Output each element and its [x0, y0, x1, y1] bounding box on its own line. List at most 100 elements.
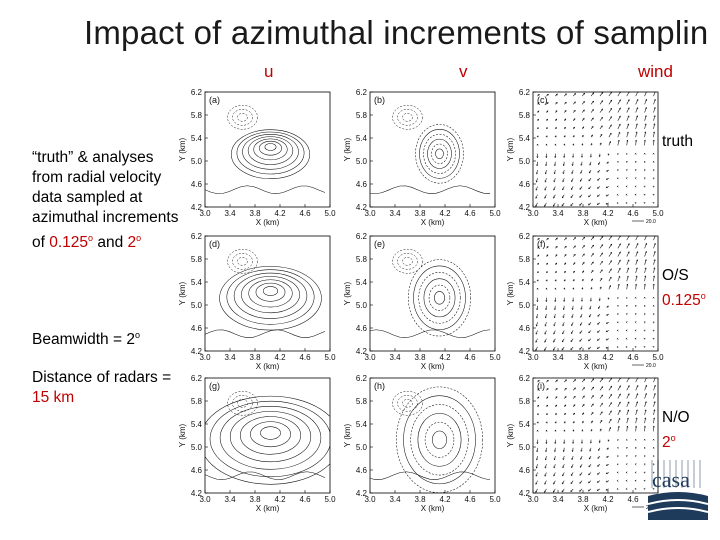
wind-vector-head — [573, 262, 576, 265]
wind-vector — [635, 267, 638, 274]
wind-vector — [608, 252, 613, 257]
wind-vector-head — [643, 313, 646, 316]
wind-vector — [608, 402, 612, 407]
contour-line — [397, 253, 418, 270]
wind-vector — [635, 275, 638, 282]
contour-line — [232, 109, 253, 126]
wind-vector-head — [536, 135, 539, 138]
distance-value: 15 km — [32, 389, 75, 406]
wind-vector-head — [591, 420, 593, 423]
wind-vector — [588, 330, 592, 334]
wind-vector-head — [583, 101, 585, 104]
wind-vector-head — [573, 404, 576, 407]
wind-vector-head — [619, 236, 621, 238]
wind-vector — [571, 313, 574, 318]
wind-vector-head — [591, 278, 593, 281]
wind-vector — [554, 305, 556, 310]
wind-vector-head — [537, 118, 539, 121]
panel-plot-area — [205, 391, 330, 485]
wind-vector-head — [643, 425, 646, 428]
wind-vector-head — [652, 455, 655, 458]
wind-vector-head — [588, 339, 590, 342]
contour-line — [370, 185, 491, 195]
beamwidth-label: Beamwidth = 2 — [32, 331, 135, 349]
wind-vector — [579, 178, 583, 182]
x-tick-label: 3.0 — [527, 209, 539, 218]
wind-vector — [570, 488, 574, 492]
wind-vector — [626, 283, 628, 290]
wind-vector — [644, 99, 647, 105]
wind-vector-head — [536, 164, 539, 167]
wind-vector-head — [652, 346, 655, 349]
wind-vector-head — [625, 439, 628, 441]
wind-vector-head — [535, 332, 538, 335]
wind-vector — [544, 464, 547, 469]
contour-line — [247, 136, 294, 165]
wind-vector-head — [544, 204, 546, 207]
wind-vector — [544, 186, 547, 191]
wind-vector — [596, 202, 601, 205]
panel-letter: (i) — [537, 381, 545, 391]
wind-vector-head — [653, 242, 656, 245]
wind-vector — [553, 330, 556, 335]
wind-vector — [617, 378, 621, 383]
wind-vector-head — [545, 156, 548, 158]
x-tick-label: 5.0 — [489, 353, 501, 362]
wind-vector — [535, 330, 538, 335]
x-tick-label: 3.4 — [552, 495, 564, 504]
degree-mark: o — [134, 330, 140, 340]
wind-vector-head — [654, 236, 656, 237]
wind-vector-head — [573, 245, 576, 248]
y-tick-label: 5.0 — [356, 443, 368, 452]
wind-vector-head — [563, 156, 566, 158]
wind-vector — [597, 322, 601, 325]
contour-line — [415, 124, 464, 184]
wind-vector-head — [592, 378, 595, 381]
wind-vector — [599, 411, 603, 416]
wind-vector-head — [564, 254, 567, 257]
y-tick-label: 5.8 — [519, 111, 531, 120]
wind-vector-head — [645, 92, 648, 93]
wind-vector-head — [619, 92, 621, 94]
y-tick-label: 6.2 — [191, 374, 203, 383]
contour-line — [205, 185, 326, 194]
wind-vector-head — [579, 347, 582, 350]
contour-line — [232, 395, 253, 412]
wind-vector — [626, 417, 629, 424]
wind-vector — [572, 237, 576, 241]
wind-vector — [588, 186, 592, 190]
wind-vector — [599, 236, 604, 241]
wind-vector — [535, 488, 538, 493]
contour-line — [233, 272, 308, 319]
x-tick-label: 4.2 — [274, 209, 286, 218]
wind-vector-head — [572, 300, 575, 302]
wind-vector-head — [634, 463, 637, 466]
wind-vector-head — [644, 417, 647, 420]
wind-vector-head — [582, 253, 585, 256]
wind-vector-head — [555, 262, 558, 265]
wind-vector — [599, 278, 603, 282]
wind-vector — [554, 455, 556, 461]
contour-line — [231, 129, 310, 179]
wind-vector-head — [618, 401, 621, 404]
wind-vector-head — [652, 185, 655, 188]
wind-vector-head — [546, 110, 549, 113]
wind-vector — [599, 394, 603, 399]
wind-vector-head — [579, 179, 582, 182]
row-label-no-name: N/O — [662, 409, 690, 426]
y-tick-label: 4.2 — [356, 347, 368, 356]
wind-vector — [580, 313, 583, 318]
wind-vector — [562, 178, 565, 183]
wind-vector-head — [588, 489, 590, 492]
wind-vector — [653, 123, 655, 130]
x-tick-label: 5.0 — [652, 353, 664, 362]
wind-vector-head — [643, 169, 646, 172]
wind-vector-head — [601, 117, 603, 119]
x-tick-label: 4.6 — [627, 353, 639, 362]
wind-vector — [605, 194, 610, 197]
wind-vector-head — [635, 417, 638, 420]
x-tick-label: 4.6 — [464, 495, 476, 504]
contour-line — [397, 109, 418, 126]
